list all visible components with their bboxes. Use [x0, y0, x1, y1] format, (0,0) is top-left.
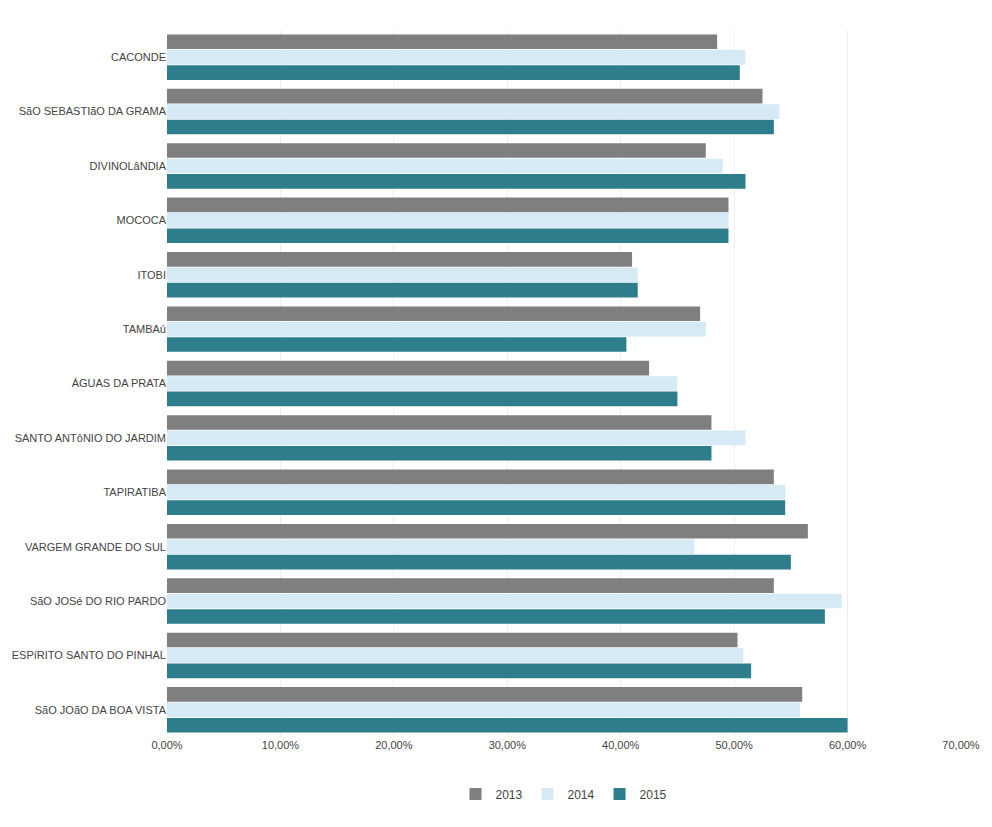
svg-text:10,00%: 10,00%: [262, 739, 300, 751]
svg-text:2015: 2015: [640, 788, 667, 802]
svg-text:2013: 2013: [496, 788, 523, 802]
svg-text:60,00%: 60,00%: [829, 739, 867, 751]
svg-text:70,00%: 70,00%: [942, 739, 980, 751]
svg-text:2014: 2014: [568, 788, 595, 802]
svg-text:CACONDE: CACONDE: [111, 51, 166, 63]
svg-text:SANTO ANTôNIO DO JARDIM: SANTO ANTôNIO DO JARDIM: [15, 432, 166, 444]
svg-text:SãO JOSé DO RIO PARDO: SãO JOSé DO RIO PARDO: [30, 595, 167, 607]
svg-text:ÁGUAS DA PRATA: ÁGUAS DA PRATA: [72, 377, 167, 389]
svg-text:ITOBI: ITOBI: [137, 269, 166, 281]
svg-text:ESPíRITO SANTO DO PINHAL: ESPíRITO SANTO DO PINHAL: [12, 649, 166, 661]
svg-text:0,00%: 0,00%: [151, 739, 182, 751]
svg-text:40,00%: 40,00%: [602, 739, 640, 751]
svg-text:30,00%: 30,00%: [489, 739, 527, 751]
svg-text:MOCOCA: MOCOCA: [117, 214, 167, 226]
svg-text:SãO JOãO DA BOA VISTA: SãO JOãO DA BOA VISTA: [35, 704, 167, 716]
svg-text:VARGEM GRANDE DO SUL: VARGEM GRANDE DO SUL: [25, 541, 166, 553]
svg-text:20,00%: 20,00%: [375, 739, 413, 751]
svg-text:TAPIRATIBA: TAPIRATIBA: [103, 486, 166, 498]
svg-text:TAMBAú: TAMBAú: [123, 323, 166, 335]
svg-text:DIVINOLâNDIA: DIVINOLâNDIA: [90, 160, 167, 172]
svg-text:50,00%: 50,00%: [715, 739, 753, 751]
svg-text:SãO SEBASTIãO DA GRAMA: SãO SEBASTIãO DA GRAMA: [19, 105, 167, 117]
